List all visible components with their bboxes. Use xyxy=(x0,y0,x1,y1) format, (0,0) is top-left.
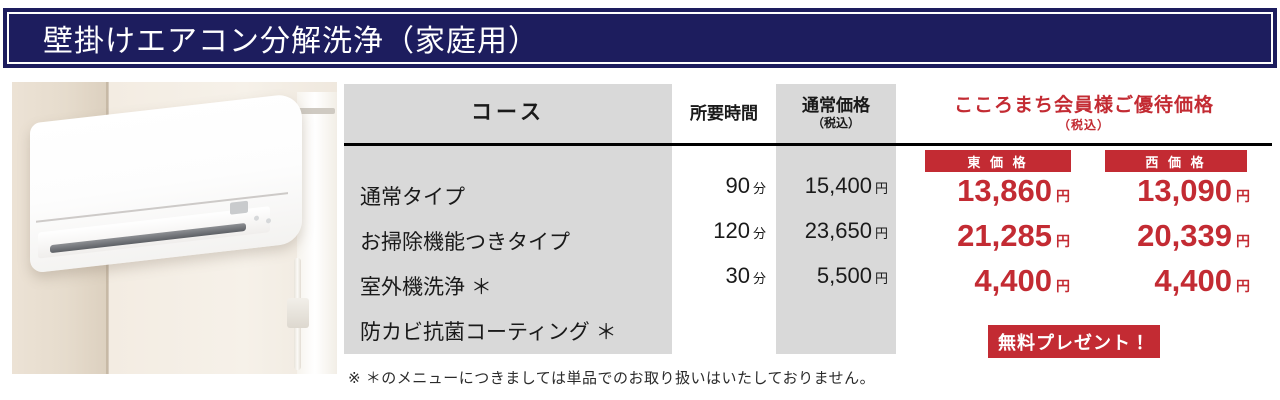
cell-course-name: 通常タイプ xyxy=(360,185,465,209)
cell-normal-price-value: 23,650 xyxy=(804,218,872,243)
cell-east-price: 21,285 円 xyxy=(896,218,1082,263)
header-normal-price-label: 通常価格 xyxy=(802,95,870,115)
cell-course-name: 室外機洗浄 ＊ xyxy=(360,275,492,299)
photo-ac-indicator-led-secondary xyxy=(266,218,271,224)
photo-curtain xyxy=(297,92,337,374)
unit-yen: 円 xyxy=(1236,278,1250,294)
air-conditioner-photo xyxy=(12,82,337,374)
photo-curtain-rail xyxy=(297,108,335,114)
photo-ac-unit-face xyxy=(30,95,302,276)
pricing-table: コース 所要時間 通常価格 （税込） こころまち会員様ご優待価格 （税込） 東 … xyxy=(344,84,1272,376)
photo-ac-display xyxy=(230,200,248,215)
cell-west-price: 4,400 円 xyxy=(1082,263,1272,308)
header-course-label: コース xyxy=(471,101,545,125)
column-band-normal-price xyxy=(776,84,896,354)
cell-duration xyxy=(672,308,776,353)
cell-east-price-value: 13,860 xyxy=(957,173,1052,208)
table-row: 防カビ抗菌コーティング ＊ xyxy=(344,308,1272,353)
cell-normal-price-value: 15,400 xyxy=(804,173,872,198)
cell-duration: 120 分 xyxy=(672,218,776,263)
cell-duration: 90 分 xyxy=(672,173,776,218)
header-member-price-label: こころまち会員様ご優待価格 xyxy=(953,94,1214,116)
cell-east-price: 4,400 円 xyxy=(896,263,1082,308)
unit-yen: 円 xyxy=(1056,233,1070,249)
unit-yen: 円 xyxy=(1236,188,1250,204)
photo-wall-outlet xyxy=(287,298,309,328)
cell-normal-price: 23,650 円 xyxy=(776,218,896,263)
table-footnote: ※ ＊のメニューにつきましては単品でのお取り扱いはいたしておりません。 xyxy=(348,370,876,387)
cell-duration-value: 90 xyxy=(725,173,750,198)
badge-free-gift: 無料プレゼント！ xyxy=(988,325,1160,358)
cell-course-name: 防カビ抗菌コーティング ＊ xyxy=(360,320,617,344)
header-member-price-sublabel: （税込） xyxy=(1057,117,1110,132)
cell-duration-value: 30 xyxy=(725,263,750,288)
unit-minutes: 分 xyxy=(752,271,766,286)
unit-yen: 円 xyxy=(1236,233,1250,249)
cell-normal-price xyxy=(776,308,896,353)
unit-minutes: 分 xyxy=(752,181,766,196)
badge-east-price: 東 価 格 xyxy=(925,150,1071,172)
cell-west-price: 20,339 円 xyxy=(1082,218,1272,263)
table-row: お掃除機能つきタイプ 120 分 23,650 円 21,285 円 20,33… xyxy=(344,218,1272,263)
cell-west-price: 13,090 円 xyxy=(1082,173,1272,218)
cell-normal-price: 5,500 円 xyxy=(776,263,896,308)
header-member-price: こころまち会員様ご優待価格 （税込） xyxy=(896,84,1272,143)
title-banner-inner-border: 壁掛けエアコン分解洗浄（家庭用） xyxy=(7,12,1273,64)
header-normal-price: 通常価格 （税込） xyxy=(776,84,896,143)
header-course: コース xyxy=(344,84,672,143)
table-row: 通常タイプ 90 分 15,400 円 13,860 円 13,090 円 xyxy=(344,173,1272,218)
cell-west-price-value: 13,090 xyxy=(1137,173,1232,208)
page-title: 壁掛けエアコン分解洗浄（家庭用） xyxy=(43,25,539,58)
unit-yen: 円 xyxy=(1056,278,1070,294)
cell-duration-value: 120 xyxy=(713,218,750,243)
cell-west-price-value: 4,400 xyxy=(1154,263,1232,298)
header-divider-rule xyxy=(344,143,1272,146)
unit-yen: 円 xyxy=(874,181,888,196)
header-time-label: 所要時間 xyxy=(690,103,758,123)
cell-course-name: お掃除機能つきタイプ xyxy=(360,230,570,254)
unit-yen: 円 xyxy=(874,226,888,241)
unit-yen: 円 xyxy=(874,271,888,286)
cell-east-price-value: 4,400 xyxy=(974,263,1052,298)
cell-east-price-value: 21,285 xyxy=(957,218,1052,253)
header-normal-price-sublabel: （税込） xyxy=(811,116,860,131)
cell-normal-price: 15,400 円 xyxy=(776,173,896,218)
column-band-course xyxy=(344,84,672,354)
cell-normal-price-value: 5,500 xyxy=(816,263,872,288)
header-time: 所要時間 xyxy=(672,84,776,143)
cell-duration: 30 分 xyxy=(672,263,776,308)
table-row: 室外機洗浄 ＊ 30 分 5,500 円 4,400 円 4,400 円 xyxy=(344,263,1272,308)
cell-west-price-value: 20,339 xyxy=(1137,218,1232,253)
unit-yen: 円 xyxy=(1056,188,1070,204)
cell-east-price: 13,860 円 xyxy=(896,173,1082,218)
unit-minutes: 分 xyxy=(752,226,766,241)
title-banner: 壁掛けエアコン分解洗浄（家庭用） xyxy=(3,8,1277,68)
badge-west-price: 西 価 格 xyxy=(1105,150,1247,172)
